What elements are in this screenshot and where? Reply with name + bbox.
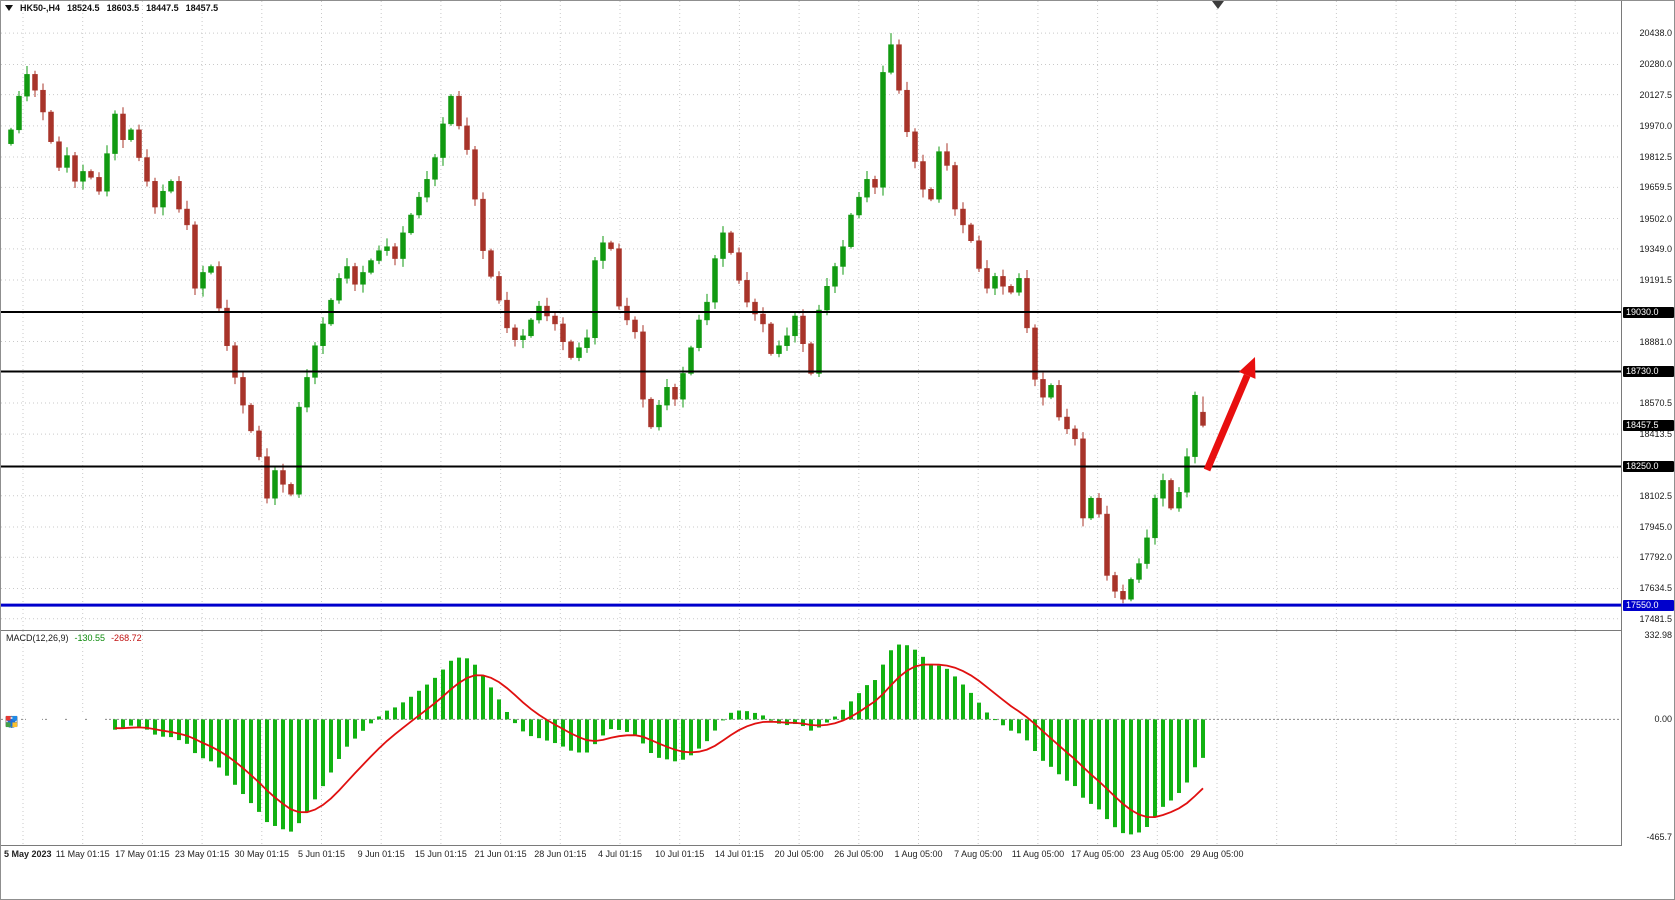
apps-grid-icon[interactable] [5,715,105,731]
price-tick-label: 20280.0 [1639,59,1672,70]
time-axis-label: 15 Jun 01:15 [414,849,467,859]
price-line-badge: 17550.0 [1623,599,1674,611]
price-tick-label: 19970.0 [1639,120,1672,131]
price-tick-label: 18881.0 [1639,336,1672,347]
price-tick-label: 17634.5 [1639,583,1672,594]
time-axis-label: 14 Jul 01:15 [714,849,764,859]
price-tick-label: 18102.5 [1639,490,1672,501]
time-axis-label: 20 Jul 05:00 [774,849,824,859]
price-line-badge: 18730.0 [1623,365,1674,377]
horizontal-lines-layer[interactable] [1,311,1621,607]
macd-signal-line [115,663,1204,819]
price-tick-label: 18570.5 [1639,398,1672,409]
price-grid-layer [1,1,1621,630]
time-axis-label: 23 May 01:15 [174,849,230,859]
macd-tick-label: 0.00 [1654,714,1672,725]
time-axis-label: 28 Jun 01:15 [534,849,587,859]
price-axis[interactable]: 20438.0 20280.0 20127.5 19970.0 19812.5 19659… [1621,1,1674,846]
price-tick-label: 17481.5 [1639,613,1672,624]
price-tick-label: 19812.5 [1639,152,1672,163]
macd-canvas[interactable] [1,631,1621,845]
ohlc-open-value: 18524.5 [67,3,100,13]
time-axis-label: 29 Aug 05:00 [1190,849,1244,859]
shirt-icon[interactable] [5,715,84,731]
chart-shift-marker-icon[interactable] [1212,1,1224,9]
time-axis-label: 23 Aug 05:00 [1130,849,1184,859]
price-tick-label: 20438.0 [1639,28,1672,39]
price-chart-canvas[interactable] [1,1,1621,630]
ohlc-low-value: 18447.5 [146,3,179,13]
price-tick-label: 19191.5 [1639,275,1672,286]
time-axis-label: 11 Aug 05:00 [1011,849,1065,859]
candles-layer [8,33,1206,604]
macd-indicator-label: MACD(12,26,9) -130.55 -268.72 [6,633,142,643]
time-axis-label: 4 Jul 01:15 [597,849,643,859]
symbol-ohlc-display: HK50-,H4 18524.5 18603.5 18447.5 18457.5 [5,3,218,13]
overlay-toolbar [5,715,105,731]
price-tick-label: 18413.5 [1639,429,1672,440]
macd-name: MACD(12,26,9) [6,633,69,643]
price-line-badge: 18457.5 [1623,419,1674,431]
ohlc-close-value: 18457.5 [185,3,219,13]
time-axis-label: 17 Aug 05:00 [1071,849,1125,859]
time-axis-label: 5 May 2023 [4,849,52,859]
time-axis-label: 9 Jun 01:15 [357,849,405,859]
time-axis-label: 5 Jun 01:15 [297,849,346,859]
price-tick-label: 19349.0 [1639,243,1672,254]
time-axis-label: 11 May 01:15 [55,849,110,859]
price-line-badge: 18250.0 [1623,461,1674,473]
symbol-period-label: HK50-,H4 [20,3,61,13]
time-axis-label: 10 Jul 01:15 [655,849,705,859]
spreadsheet-icon[interactable] [5,715,63,731]
macd-histogram-layer [113,644,1205,835]
macd-grid-layer [22,631,1576,845]
time-axis-label: 1 Aug 05:00 [894,849,943,859]
macd-main-value: -130.55 [74,633,106,643]
symbol-dropdown-icon[interactable] [5,5,13,11]
price-pane: HK50-,H4 18524.5 18603.5 18447.5 18457.5 [1,1,1621,631]
time-axis-label: 21 Jun 01:15 [474,849,527,859]
macd-signal-value: -268.72 [111,633,142,643]
time-axis[interactable]: 5 May 2023 11 May 01:15 17 May 01:15 23 May… [1,846,1674,899]
price-tick-label: 19659.5 [1639,182,1672,193]
macd-tick-label: -465.7 [1646,832,1672,843]
time-axis-label: 30 May 01:15 [234,849,290,859]
trend-arrow-annotation[interactable] [1203,357,1256,472]
macd-pane: MACD(12,26,9) -130.55 -268.72 [1,631,1621,846]
price-tick-label: 19502.0 [1639,213,1672,224]
macd-tick-label: 332.98 [1644,629,1672,640]
ohlc-high-value: 18603.5 [106,3,140,13]
time-axis-label: 7 Aug 05:00 [954,849,1003,859]
time-axis-label: 26 Jul 05:00 [834,849,884,859]
price-line-badge: 19030.0 [1623,306,1674,318]
price-tick-label: 17945.0 [1639,521,1672,532]
price-tick-label: 20127.5 [1639,89,1672,100]
time-axis-label: 17 May 01:15 [115,849,170,859]
price-tick-label: 17792.0 [1639,552,1672,563]
microphone-icon[interactable] [7,715,42,731]
